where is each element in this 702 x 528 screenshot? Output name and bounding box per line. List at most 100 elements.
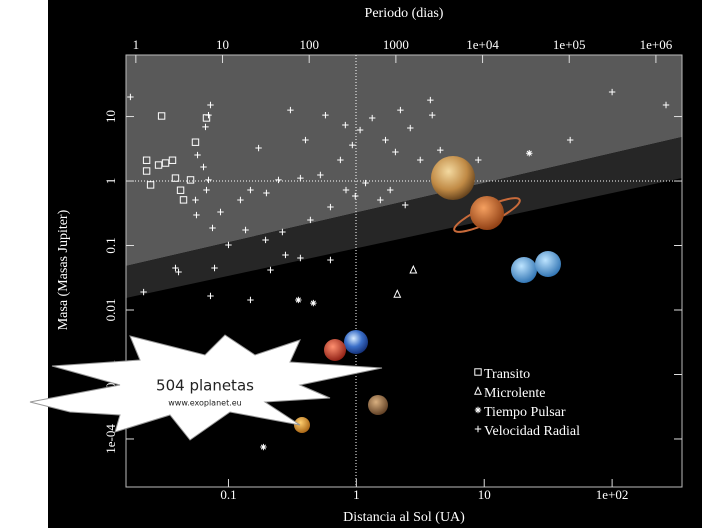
point-transito bbox=[179, 196, 188, 204]
legend-label: Velocidad Radial bbox=[484, 424, 580, 439]
point-velocidad-radial bbox=[382, 136, 389, 144]
legend-symbol bbox=[474, 425, 482, 433]
point-velocidad-radial bbox=[217, 208, 224, 216]
point-transito bbox=[168, 156, 177, 164]
point-pulsar bbox=[310, 299, 317, 307]
point-velocidad-radial bbox=[263, 189, 270, 197]
x2-tick-label: 1e+06 bbox=[640, 37, 673, 52]
x2-tick-label: 100 bbox=[299, 37, 319, 52]
legend-item: Velocidad Radial bbox=[474, 424, 580, 439]
x2-tick-label: 1000 bbox=[383, 37, 409, 52]
x-tick-label: 10 bbox=[478, 487, 491, 502]
legend-label: Microlente bbox=[484, 386, 545, 401]
legend: Transito Microlente Tiempo Pulsar Velocidad… bbox=[474, 367, 580, 439]
x2-tick-label: 1e+04 bbox=[466, 37, 499, 52]
point-velocidad-radial bbox=[349, 141, 356, 149]
x2-tick-label: 1e+05 bbox=[553, 37, 586, 52]
legend-item: Microlente bbox=[474, 386, 545, 401]
annotation: www.exoplanet.eu bbox=[168, 399, 241, 408]
planet-mercury bbox=[294, 417, 310, 433]
point-velocidad-radial bbox=[192, 196, 199, 204]
point-velocidad-radial bbox=[172, 264, 179, 272]
point-transito bbox=[157, 112, 166, 120]
point-velocidad-radial bbox=[262, 236, 269, 244]
point-velocidad-radial bbox=[247, 186, 254, 194]
point-transito bbox=[146, 181, 155, 189]
point-velocidad-radial bbox=[352, 192, 359, 200]
x-axis-title: Distancia al Sol (UA) bbox=[343, 510, 465, 525]
point-velocidad-radial bbox=[402, 201, 409, 209]
point-velocidad-radial bbox=[297, 174, 304, 182]
point-transito bbox=[191, 138, 200, 146]
point-velocidad-radial bbox=[282, 251, 289, 259]
point-transito bbox=[186, 176, 195, 184]
point-velocidad-radial bbox=[127, 93, 134, 101]
x-tick-label: 1e+02 bbox=[596, 487, 629, 502]
planet-uranus bbox=[511, 257, 537, 283]
point-velocidad-radial bbox=[475, 156, 482, 164]
legend-symbol bbox=[474, 406, 482, 414]
legend-label: Tiempo Pulsar bbox=[484, 405, 566, 420]
point-velocidad-radial bbox=[387, 186, 394, 194]
y-tick-label: 0.01 bbox=[103, 299, 118, 322]
point-microlente bbox=[393, 289, 402, 298]
point-velocidad-radial bbox=[193, 211, 200, 219]
point-velocidad-radial bbox=[207, 292, 214, 300]
point-velocidad-radial bbox=[205, 111, 212, 119]
y-tick-label: 1 bbox=[103, 178, 118, 185]
legend-item: Transito bbox=[474, 367, 530, 382]
point-transito bbox=[142, 156, 151, 164]
point-velocidad-radial bbox=[322, 111, 329, 119]
legend-item: Tiempo Pulsar bbox=[474, 405, 566, 420]
point-velocidad-radial bbox=[429, 111, 436, 119]
point-velocidad-radial bbox=[327, 256, 334, 264]
point-transito bbox=[176, 186, 185, 194]
point-velocidad-radial bbox=[209, 224, 216, 232]
point-velocidad-radial bbox=[377, 196, 384, 204]
y-tick-label: 10 bbox=[103, 110, 118, 123]
point-velocidad-radial bbox=[297, 254, 304, 262]
planet-jupiter bbox=[431, 156, 475, 200]
point-velocidad-radial bbox=[194, 151, 201, 159]
point-velocidad-radial bbox=[255, 144, 262, 152]
point-velocidad-radial bbox=[225, 241, 232, 249]
point-transito bbox=[171, 174, 180, 182]
point-velocidad-radial bbox=[242, 226, 249, 234]
detection-region-light bbox=[126, 55, 682, 266]
point-velocidad-radial bbox=[327, 203, 334, 211]
point-velocidad-radial bbox=[237, 196, 244, 204]
point-velocidad-radial bbox=[267, 266, 274, 274]
planet-neptune bbox=[535, 251, 561, 277]
point-pulsar bbox=[260, 443, 267, 451]
point-velocidad-radial bbox=[175, 268, 182, 276]
planet-mars bbox=[368, 395, 388, 415]
x2-tick-label: 1 bbox=[133, 37, 140, 52]
point-velocidad-radial bbox=[397, 106, 404, 114]
y-tick-label: 1e-04 bbox=[103, 424, 118, 454]
y-tick-label: 0.1 bbox=[103, 237, 118, 253]
point-velocidad-radial bbox=[566, 136, 574, 144]
point-pulsar bbox=[526, 150, 533, 157]
planet-saturn bbox=[470, 196, 504, 230]
point-velocidad-radial bbox=[205, 176, 212, 184]
point-velocidad-radial bbox=[407, 124, 414, 132]
point-velocidad-radial bbox=[362, 179, 369, 187]
point-velocidad-radial bbox=[337, 156, 344, 164]
point-velocidad-radial bbox=[200, 163, 207, 171]
starburst: 504 planetas www.exoplanet.eu bbox=[29, 334, 383, 441]
point-velocidad-radial bbox=[608, 88, 616, 96]
point-velocidad-radial bbox=[287, 106, 294, 114]
planet-earth bbox=[344, 330, 368, 354]
x-tick-label: 0.1 bbox=[220, 487, 236, 502]
point-velocidad-radial bbox=[392, 148, 399, 156]
point-velocidad-radial bbox=[427, 96, 434, 104]
x2-tick-label: 10 bbox=[216, 37, 229, 52]
x2-axis-title: Periodo (dias) bbox=[365, 6, 444, 21]
legend-symbol bbox=[474, 386, 482, 395]
point-velocidad-radial bbox=[202, 123, 209, 131]
point-velocidad-radial bbox=[317, 171, 324, 179]
planet-images bbox=[294, 156, 561, 433]
legend-label: Transito bbox=[484, 367, 530, 382]
y-axis-title: Masa (Masas Jupiter) bbox=[56, 209, 71, 330]
